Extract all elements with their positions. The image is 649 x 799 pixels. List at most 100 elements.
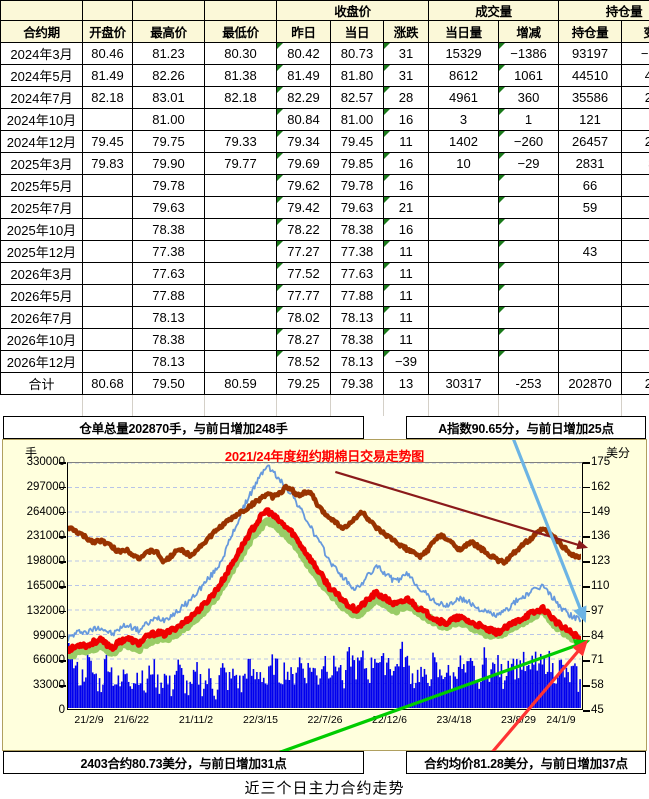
cell-当日量-3: 3 bbox=[429, 109, 499, 131]
cell-最低价-0: 80.30 bbox=[205, 43, 277, 65]
cell-持仓量-13 bbox=[559, 329, 622, 351]
column-header-1: 开盘价 bbox=[83, 21, 133, 43]
right-tick-label-7: 136 bbox=[591, 530, 610, 542]
column-header-0: 合约期 bbox=[1, 21, 83, 43]
total-cell-prev: 79.25 bbox=[277, 373, 331, 395]
cell-涨跌-4: 11 bbox=[384, 131, 429, 153]
cell-合约期-12: 2026年7月 bbox=[1, 307, 83, 329]
cell-开盘价-3 bbox=[83, 109, 133, 131]
table-spacer-row bbox=[0, 395, 649, 416]
right-tick-label-5: 110 bbox=[591, 580, 609, 592]
group-header-blank bbox=[133, 1, 205, 21]
total-cell-last: 79.38 bbox=[331, 373, 384, 395]
cell-最高价-3: 81.00 bbox=[133, 109, 205, 131]
cell-当日量-7 bbox=[429, 197, 499, 219]
right-axis-tick-4 bbox=[583, 611, 590, 613]
cell-昨日-12: 78.02 bbox=[277, 307, 331, 329]
right-tick-label-2: 71 bbox=[591, 654, 604, 666]
cell-最高价-1: 82.26 bbox=[133, 65, 205, 87]
cell-涨跌-2: 28 bbox=[384, 87, 429, 109]
cell-最低价-12 bbox=[205, 307, 277, 329]
cell-变动-4: 215 bbox=[622, 131, 649, 153]
left-axis-tick-1 bbox=[59, 685, 66, 687]
cell-持仓量-6: 66 bbox=[559, 175, 622, 197]
cell-最低价-8 bbox=[205, 219, 277, 241]
cell-当日-6: 79.78 bbox=[331, 175, 384, 197]
cell-增减-11 bbox=[499, 285, 559, 307]
total-cell-vol_chg: -253 bbox=[499, 373, 559, 395]
x-tick-label-0: 21/2/9 bbox=[74, 714, 103, 726]
cell-当日-12: 78.13 bbox=[331, 307, 384, 329]
x-tick-label-1: 21/6/22 bbox=[114, 714, 149, 726]
cell-合约期-6: 2025年5月 bbox=[1, 175, 83, 197]
cell-开盘价-10 bbox=[83, 263, 133, 285]
chart-plot-area bbox=[67, 462, 583, 710]
total-cell-low: 80.59 bbox=[205, 373, 277, 395]
cell-增减-2: 360 bbox=[499, 87, 559, 109]
cell-当日-0: 80.73 bbox=[331, 43, 384, 65]
total-cell-chg: 13 bbox=[384, 373, 429, 395]
cell-最低价-9 bbox=[205, 241, 277, 263]
cell-变动-10 bbox=[622, 263, 649, 285]
cell-持仓量-12 bbox=[559, 307, 622, 329]
table-column-header-row: 合约期开盘价最高价最低价昨日当日涨跌当日量增减持仓量变动 bbox=[1, 21, 649, 43]
cell-最低价-6 bbox=[205, 175, 277, 197]
cell-合约期-4: 2024年12月 bbox=[1, 131, 83, 153]
cell-开盘价-4: 79.45 bbox=[83, 131, 133, 153]
cell-合约期-14: 2026年12月 bbox=[1, 351, 83, 373]
column-header-5: 当日 bbox=[331, 21, 384, 43]
cell-昨日-13: 78.27 bbox=[277, 329, 331, 351]
cell-开盘价-7 bbox=[83, 197, 133, 219]
cell-涨跌-14: −39 bbox=[384, 351, 429, 373]
cell-最高价-14: 78.13 bbox=[133, 351, 205, 373]
right-axis-tick-10 bbox=[583, 462, 590, 464]
cell-增减-14 bbox=[499, 351, 559, 373]
group-header-blank bbox=[205, 1, 277, 21]
cell-当日量-10 bbox=[429, 263, 499, 285]
cell-持仓量-0: 93197 bbox=[559, 43, 622, 65]
left-axis-tick-6 bbox=[59, 561, 66, 563]
column-header-9: 持仓量 bbox=[559, 21, 622, 43]
cell-当日-13: 78.38 bbox=[331, 329, 384, 351]
cell-昨日-4: 79.34 bbox=[277, 131, 331, 153]
cell-合约期-11: 2026年5月 bbox=[1, 285, 83, 307]
cell-最高价-2: 83.01 bbox=[133, 87, 205, 109]
left-axis-tick-9 bbox=[59, 487, 66, 489]
cell-持仓量-4: 26457 bbox=[559, 131, 622, 153]
bottom-summary-banner-row: 2403合约80.73美分，与前日增加31点 合约均价81.28美分，与前日增加… bbox=[0, 751, 649, 775]
cell-涨跌-7: 21 bbox=[384, 197, 429, 219]
cell-当日量-14 bbox=[429, 351, 499, 373]
total-cell-open: 80.68 bbox=[83, 373, 133, 395]
cell-最高价-5: 79.90 bbox=[133, 153, 205, 175]
cell-涨跌-8: 16 bbox=[384, 219, 429, 241]
cell-最低价-2: 82.18 bbox=[205, 87, 277, 109]
cell-持仓量-2: 35586 bbox=[559, 87, 622, 109]
cell-当日-2: 82.57 bbox=[331, 87, 384, 109]
cell-昨日-8: 78.22 bbox=[277, 219, 331, 241]
group-header-4: 收盘价 bbox=[277, 1, 429, 21]
right-tick-label-3: 84 bbox=[591, 630, 604, 642]
cell-昨日-1: 81.49 bbox=[277, 65, 331, 87]
total-cell-contract: 合计 bbox=[1, 373, 83, 395]
group-header-blank bbox=[1, 1, 83, 21]
cell-变动-2: 228 bbox=[622, 87, 649, 109]
cell-持仓量-14 bbox=[559, 351, 622, 373]
cell-开盘价-11 bbox=[83, 285, 133, 307]
cell-涨跌-6: 16 bbox=[384, 175, 429, 197]
cell-当日量-8 bbox=[429, 219, 499, 241]
group-header-5: 成交量 bbox=[429, 1, 559, 21]
cell-增减-8 bbox=[499, 219, 559, 241]
cell-变动-3: 0 bbox=[622, 109, 649, 131]
column-header-10: 变动 bbox=[622, 21, 649, 43]
cell-增减-5: −29 bbox=[499, 153, 559, 175]
left-axis-tick-5 bbox=[59, 586, 66, 588]
cell-增减-4: −260 bbox=[499, 131, 559, 153]
